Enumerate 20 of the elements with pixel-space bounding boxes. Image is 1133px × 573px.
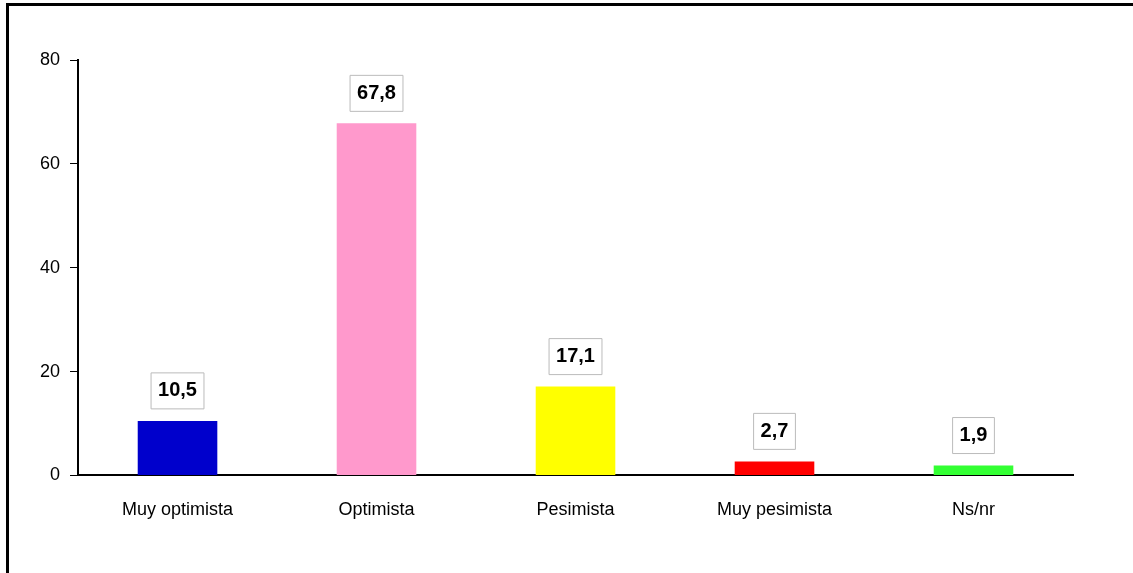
bar	[535, 386, 616, 475]
x-tick-label: Muy pesimista	[716, 499, 834, 520]
x-tick-label: Muy optimista	[122, 499, 235, 520]
y-tick-label: 40	[39, 256, 61, 277]
bar	[336, 123, 417, 475]
y-tick-label: 60	[39, 152, 61, 173]
x-tick-label: Pesimista	[536, 499, 616, 520]
y-tick-label: 80	[39, 48, 61, 69]
data-label: 2,7	[760, 418, 789, 441]
data-label: 1,9	[959, 423, 988, 446]
data-label: 10,5	[158, 378, 197, 401]
data-label: 67,8	[357, 80, 396, 103]
x-tick-label: Ns/nr	[951, 499, 996, 520]
y-tick-label: 20	[39, 360, 61, 381]
bar	[933, 465, 1014, 475]
y-tick-label: 0	[50, 464, 61, 485]
bar	[137, 420, 218, 475]
bar	[734, 461, 815, 475]
x-tick-label: Optimista	[338, 499, 416, 520]
data-label: 17,1	[556, 344, 595, 367]
